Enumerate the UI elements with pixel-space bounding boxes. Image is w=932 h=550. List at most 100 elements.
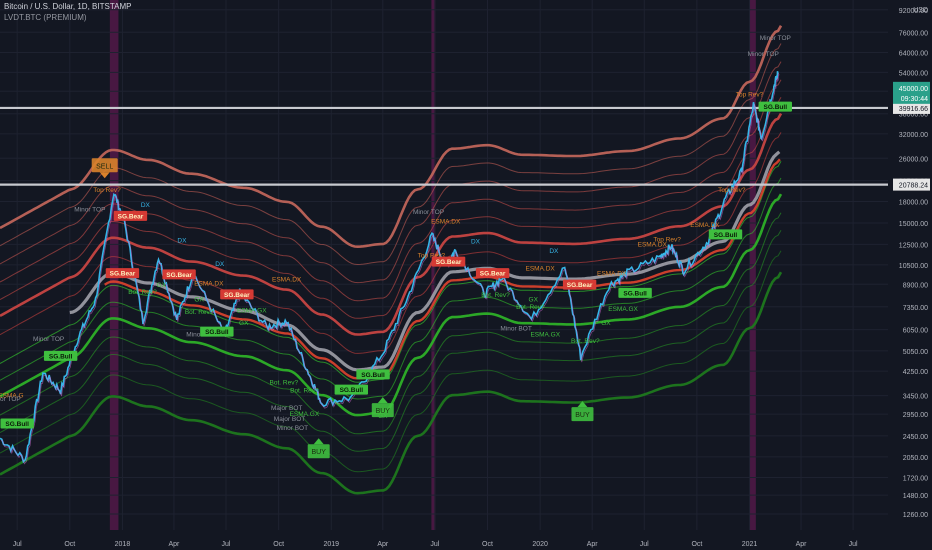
band-line bbox=[0, 212, 782, 435]
price-tick-label: 64000.00 bbox=[899, 50, 928, 57]
time-tick-label: 2021 bbox=[742, 541, 758, 548]
price-tick-label: 10500.00 bbox=[899, 263, 928, 270]
time-tick-label: Oct bbox=[64, 541, 75, 548]
price-tick-label: 6050.00 bbox=[903, 328, 928, 335]
time-tick-label: Jul bbox=[222, 541, 231, 548]
price-tick-label: 38000.00 bbox=[899, 112, 928, 119]
band-line bbox=[0, 79, 782, 302]
signal-tag bbox=[220, 289, 254, 300]
price-tick-label: 12500.00 bbox=[899, 242, 928, 249]
signal-tag-label: SG.Bear bbox=[567, 282, 593, 289]
signal-tag bbox=[162, 269, 196, 280]
signal-text: Top Rev? bbox=[736, 91, 764, 98]
signal-arrow-up bbox=[313, 438, 324, 445]
signal-text: GX bbox=[529, 296, 539, 303]
signal-tag bbox=[0, 418, 34, 429]
signal-tag bbox=[334, 384, 369, 395]
signal-text: Bot. Rev? bbox=[290, 387, 319, 394]
signal-text: Minor TOP bbox=[748, 51, 779, 58]
signal-text: Bot. Rev? bbox=[185, 309, 214, 316]
band-line bbox=[0, 112, 783, 336]
price-tick-label: 32000.00 bbox=[899, 132, 928, 139]
band-line bbox=[0, 97, 782, 319]
band-line bbox=[0, 271, 783, 495]
signal-text: GX bbox=[194, 296, 204, 303]
signal-tag-label: SG.Bull bbox=[764, 104, 788, 111]
signal-box bbox=[571, 407, 594, 422]
signal-box bbox=[307, 444, 330, 459]
signal-text: Minor TOP bbox=[760, 35, 791, 42]
time-tick-label: Jul bbox=[13, 541, 22, 548]
signal-text: Bot. Rev? bbox=[128, 289, 157, 296]
time-tick-label: Apr bbox=[377, 541, 389, 548]
signal-tag bbox=[708, 229, 743, 240]
band-line bbox=[0, 160, 782, 383]
signal-text: Minor TOP bbox=[0, 396, 21, 403]
horizontal-levels[interactable] bbox=[0, 106, 888, 186]
price-tick-label: 7350.00 bbox=[903, 305, 928, 312]
signal-text: DX bbox=[141, 202, 151, 209]
time-tick-label: Apr bbox=[587, 541, 599, 548]
signal-text: GX bbox=[378, 413, 388, 420]
time-tick-label: Oct bbox=[482, 541, 493, 548]
level-price-tag-label: 39916.66 bbox=[899, 106, 928, 113]
signal-text: Bot. Rev? bbox=[571, 338, 600, 345]
signal-tag-label: SG.Bull bbox=[5, 421, 29, 428]
signal-box-label: BUY bbox=[376, 408, 391, 415]
signal-tag-label: SG.Bear bbox=[480, 271, 506, 278]
signal-text: Bot. Rev? bbox=[516, 304, 545, 311]
signal-text: Major BOT bbox=[271, 405, 302, 412]
signal-text: ESMA.DX bbox=[638, 241, 668, 248]
time-tick-label: 2020 bbox=[532, 541, 548, 548]
signal-text: ESMA.GX bbox=[237, 308, 267, 315]
price-tick-label: 26000.00 bbox=[899, 156, 928, 163]
current-price-tag bbox=[893, 81, 930, 104]
time-tick-label: Apr bbox=[796, 541, 808, 548]
time-tick-label: Oct bbox=[273, 541, 284, 548]
time-tick-label: Oct bbox=[691, 541, 702, 548]
signal-tag-label: SG.Bear bbox=[166, 272, 192, 279]
signal-tag-label: SG.Bear bbox=[118, 213, 144, 220]
current-price-label: 45000.00 bbox=[899, 86, 928, 93]
signal-text: Top Rev? bbox=[418, 252, 446, 259]
band-line bbox=[0, 25, 783, 249]
signal-text: Top Rev? bbox=[653, 237, 681, 244]
price-tick-label: 18000.00 bbox=[899, 200, 928, 207]
time-axis[interactable]: Jul Oct 2018 Apr Jul Oct 2019 Apr Jul Oct 2020 Apr J… bbox=[13, 541, 858, 548]
price-axis[interactable]: 1260.00 1480.00 1720.00 2050.00 2450.00 2950.… bbox=[893, 7, 930, 519]
price-tick-label: 2050.00 bbox=[903, 455, 928, 462]
price-tick-label: 54000.00 bbox=[899, 70, 928, 77]
symbol-title: Bitcoin / U.S. Dollar, 1D, BITSTAMP bbox=[4, 2, 132, 11]
signal-tag-label: SG.Bull bbox=[714, 232, 738, 239]
signal-text: GX bbox=[157, 282, 167, 289]
price-tick-label: 8900.00 bbox=[903, 282, 928, 289]
indicator-title: LVDT.BTC (PREMIUM) bbox=[4, 13, 87, 22]
signal-tag-label: SG.Bull bbox=[361, 372, 385, 379]
signal-tag-label: SG.Bear bbox=[436, 259, 462, 266]
signal-text: ESMA.GX bbox=[608, 306, 638, 313]
signal-tag bbox=[105, 268, 140, 279]
signal-text: ESMA.DX bbox=[597, 270, 627, 277]
time-tick-label: 2018 bbox=[115, 541, 131, 548]
time-tick-label: Apr bbox=[168, 541, 180, 548]
signal-text: ESMA.DX bbox=[690, 222, 720, 229]
signal-tag-label: SG.Bull bbox=[340, 387, 364, 394]
band-line bbox=[0, 61, 782, 284]
signal-text: Major BOT bbox=[274, 416, 305, 423]
price-tick-label: 2450.00 bbox=[903, 434, 928, 441]
signal-tag bbox=[562, 279, 597, 290]
signal-text: DX bbox=[549, 248, 559, 255]
mean-line bbox=[69, 150, 781, 372]
signal-text: Top Rev? bbox=[93, 187, 121, 194]
signal-tag-label: SG.Bull bbox=[623, 290, 647, 297]
signal-tag bbox=[475, 268, 510, 279]
signal-text: DX bbox=[471, 238, 481, 245]
signal-tag-label: SG.Bear bbox=[110, 271, 136, 278]
signal-text: ESMA.DX bbox=[431, 219, 461, 226]
signal-tag bbox=[43, 350, 78, 361]
signal-box-label: BUY bbox=[575, 412, 590, 419]
signal-text: Minor TOP bbox=[33, 336, 64, 343]
signal-text: ESMA.DX bbox=[194, 281, 224, 288]
price-tick-label: 92000.00 bbox=[899, 8, 928, 15]
